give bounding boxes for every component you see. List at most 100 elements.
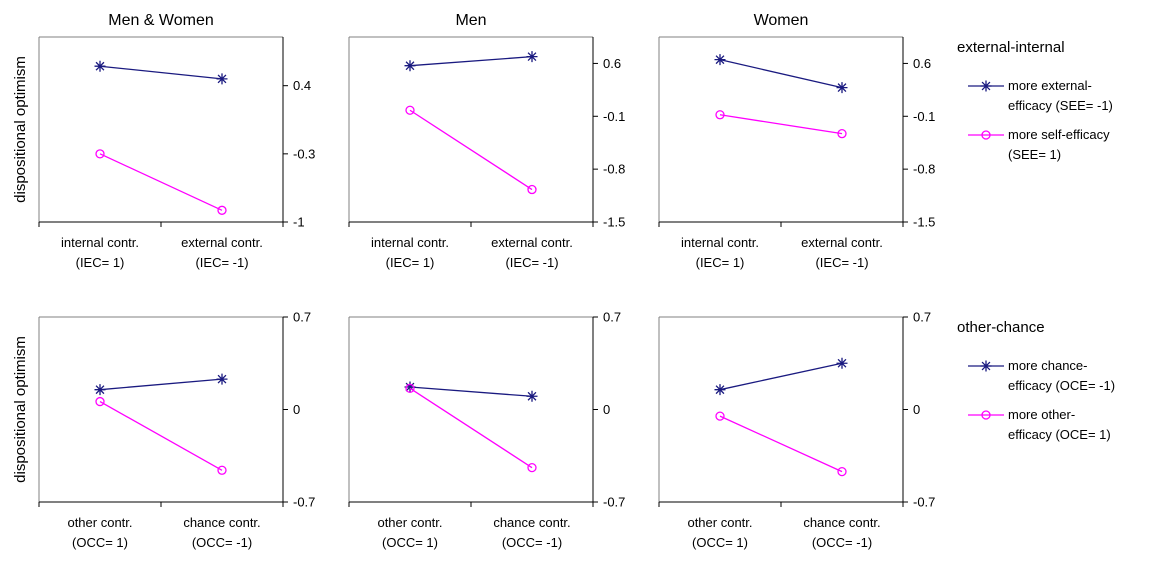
chart-panel-4: 0.7 0 -0.7 other contr. (OCC= 1) chance contr… (38, 310, 315, 550)
y-tick-label: 0.7 (913, 310, 931, 325)
data-point-circle (527, 462, 537, 473)
y-tick-label: 0 (603, 402, 610, 417)
data-point-circle (217, 465, 227, 475)
y-tick-label: -0.7 (293, 495, 315, 510)
chart-panel-5: 0.7 0 -0.7 other contr. (OCC= 1) chance contr… (348, 310, 625, 550)
data-point-circle (837, 129, 847, 139)
data-point-star (714, 384, 726, 396)
data-point-circle (405, 383, 415, 394)
y-tick-label: -0.1 (603, 109, 625, 124)
legend-marker-circle (981, 130, 991, 140)
data-point-circle (217, 205, 227, 215)
x-category-label: (OCC= -1) (812, 535, 872, 550)
x-category-label: chance contr. (183, 515, 260, 530)
y-tick-label: -0.8 (913, 162, 935, 177)
chart-panel-3: 0.6 -0.1 -0.8 -1.5 internal contr. (IEC= 1) ex… (658, 12, 935, 270)
legend-marker-star (980, 360, 992, 372)
chart-panel-6: 0.7 0 -0.7 other contr. (OCC= 1) chance contr… (658, 310, 935, 550)
data-point-star (94, 384, 106, 396)
y-tick-label: -0.1 (913, 109, 935, 124)
chart-panel-2: 0.6 -0.1 -0.8 -1.5 internal contr. (IEC= 1) ex… (348, 12, 625, 270)
y-tick-label: 0.7 (293, 310, 311, 325)
x-category-label: internal contr. (681, 235, 759, 250)
y-tick-label: -0.3 (293, 146, 315, 161)
x-category-label: external contr. (181, 235, 263, 250)
y-tick-label: -0.7 (603, 495, 625, 510)
series-line-2 (409, 387, 533, 469)
data-point-star (526, 390, 538, 402)
data-point-star (404, 381, 416, 393)
legend-title: other-chance (957, 319, 1045, 336)
y-tick-label: 0.7 (603, 310, 621, 325)
y-axis-label: dispositional optimism (12, 56, 29, 203)
legend-entry-label: more chance- (1008, 358, 1087, 373)
legend-2: other-chance more chance-efficacy (OCE= -… (957, 319, 1115, 442)
x-category-label: (IEC= -1) (195, 255, 248, 270)
data-point-circle (715, 110, 725, 120)
data-point-star (94, 60, 106, 72)
x-category-label: other contr. (67, 515, 132, 530)
x-category-label: chance contr. (493, 515, 570, 530)
legend-entry-label: (SEE= 1) (1008, 147, 1061, 162)
legend-1: external-internal more external-efficacy … (957, 39, 1113, 162)
series-line-1 (719, 59, 843, 89)
x-category-label: (OCC= 1) (72, 535, 128, 550)
series-line-2 (719, 114, 843, 135)
y-tick-label: 0.6 (603, 56, 621, 71)
data-point-circle (527, 184, 537, 195)
y-tick-label: -1.5 (603, 215, 625, 230)
series-line-2 (719, 415, 843, 473)
series-line-2 (99, 153, 223, 211)
legend-title: external-internal (957, 39, 1065, 56)
chart-panel-1: 0.4 -0.3 -1 internal contr. (IEC= 1) external… (38, 12, 315, 270)
x-category-label: chance contr. (803, 515, 880, 530)
legend-entry-label: more external- (1008, 78, 1092, 93)
x-category-label: (OCC= 1) (692, 535, 748, 550)
data-point-star (836, 357, 848, 369)
series-line-1 (99, 378, 223, 391)
x-category-label: (IEC= 1) (386, 255, 435, 270)
x-category-label: external contr. (491, 235, 573, 250)
legend-entry-label: efficacy (SEE= -1) (1008, 98, 1113, 113)
y-tick-label: -1.5 (913, 215, 935, 230)
x-category-label: other contr. (687, 515, 752, 530)
data-point-star (714, 54, 726, 66)
series-line-1 (409, 386, 533, 397)
x-category-label: (IEC= -1) (505, 255, 558, 270)
data-point-star (216, 373, 228, 385)
chart-title: Men & Women (108, 12, 214, 29)
legend-marker-circle (981, 410, 991, 420)
legend-entry-label: efficacy (OCE= 1) (1008, 427, 1111, 442)
legend-entry-label: more other- (1008, 407, 1075, 422)
legend-entry-label: efficacy (OCE= -1) (1008, 378, 1115, 393)
y-tick-label: 0.4 (293, 78, 311, 93)
y-axis-label: dispositional optimism (12, 336, 29, 483)
x-category-label: (IEC= -1) (815, 255, 868, 270)
x-category-label: internal contr. (61, 235, 139, 250)
data-point-star (404, 60, 416, 72)
data-point-circle (95, 149, 105, 159)
y-tick-label: 0.6 (913, 56, 931, 71)
data-point-circle (95, 396, 105, 407)
data-point-star (526, 51, 538, 63)
y-tick-label: -0.7 (913, 495, 935, 510)
x-category-label: (OCC= -1) (502, 535, 562, 550)
x-category-label: internal contr. (371, 235, 449, 250)
x-category-label: other contr. (377, 515, 442, 530)
series-line-1 (409, 55, 533, 67)
y-tick-label: 0 (913, 402, 920, 417)
data-point-star (836, 82, 848, 94)
data-point-circle (405, 105, 415, 115)
y-tick-label: 0 (293, 402, 300, 417)
series-line-1 (99, 65, 223, 80)
series-line-2 (409, 109, 533, 191)
x-category-label: (OCC= -1) (192, 535, 252, 550)
y-tick-label: -0.8 (603, 162, 625, 177)
series-line-1 (719, 362, 843, 391)
y-tick-label: -1 (293, 215, 305, 230)
legend-entry-label: more self-efficacy (1008, 127, 1110, 142)
chart-title: Men (455, 12, 486, 29)
data-point-star (216, 73, 228, 85)
x-category-label: (IEC= 1) (696, 255, 745, 270)
